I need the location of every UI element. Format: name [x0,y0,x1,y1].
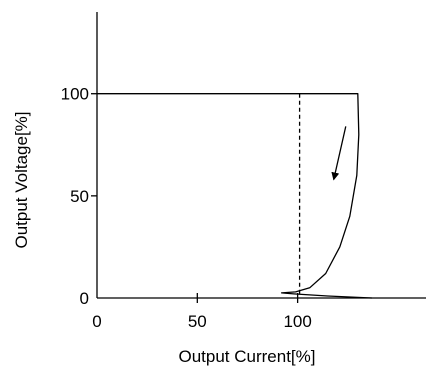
y-axis-label: Output Voltage[%] [12,111,31,248]
annotations [331,126,347,181]
series-line-1 [97,93,372,299]
x-axis-label: Output Current[%] [178,347,315,366]
axes [96,12,426,299]
y-tick-label-0: 0 [80,289,89,308]
x-tick-label-100: 100 [283,312,311,331]
y-tick-label-100: 100 [61,85,89,104]
direction-arrow-1 [331,126,347,181]
x-tick-label-50: 50 [188,312,207,331]
x-tick-label-0: 0 [92,312,101,331]
series [97,93,372,299]
y-tick-label-50: 50 [70,187,89,206]
ticks: 0 50 100 0 50 100 [61,85,312,331]
